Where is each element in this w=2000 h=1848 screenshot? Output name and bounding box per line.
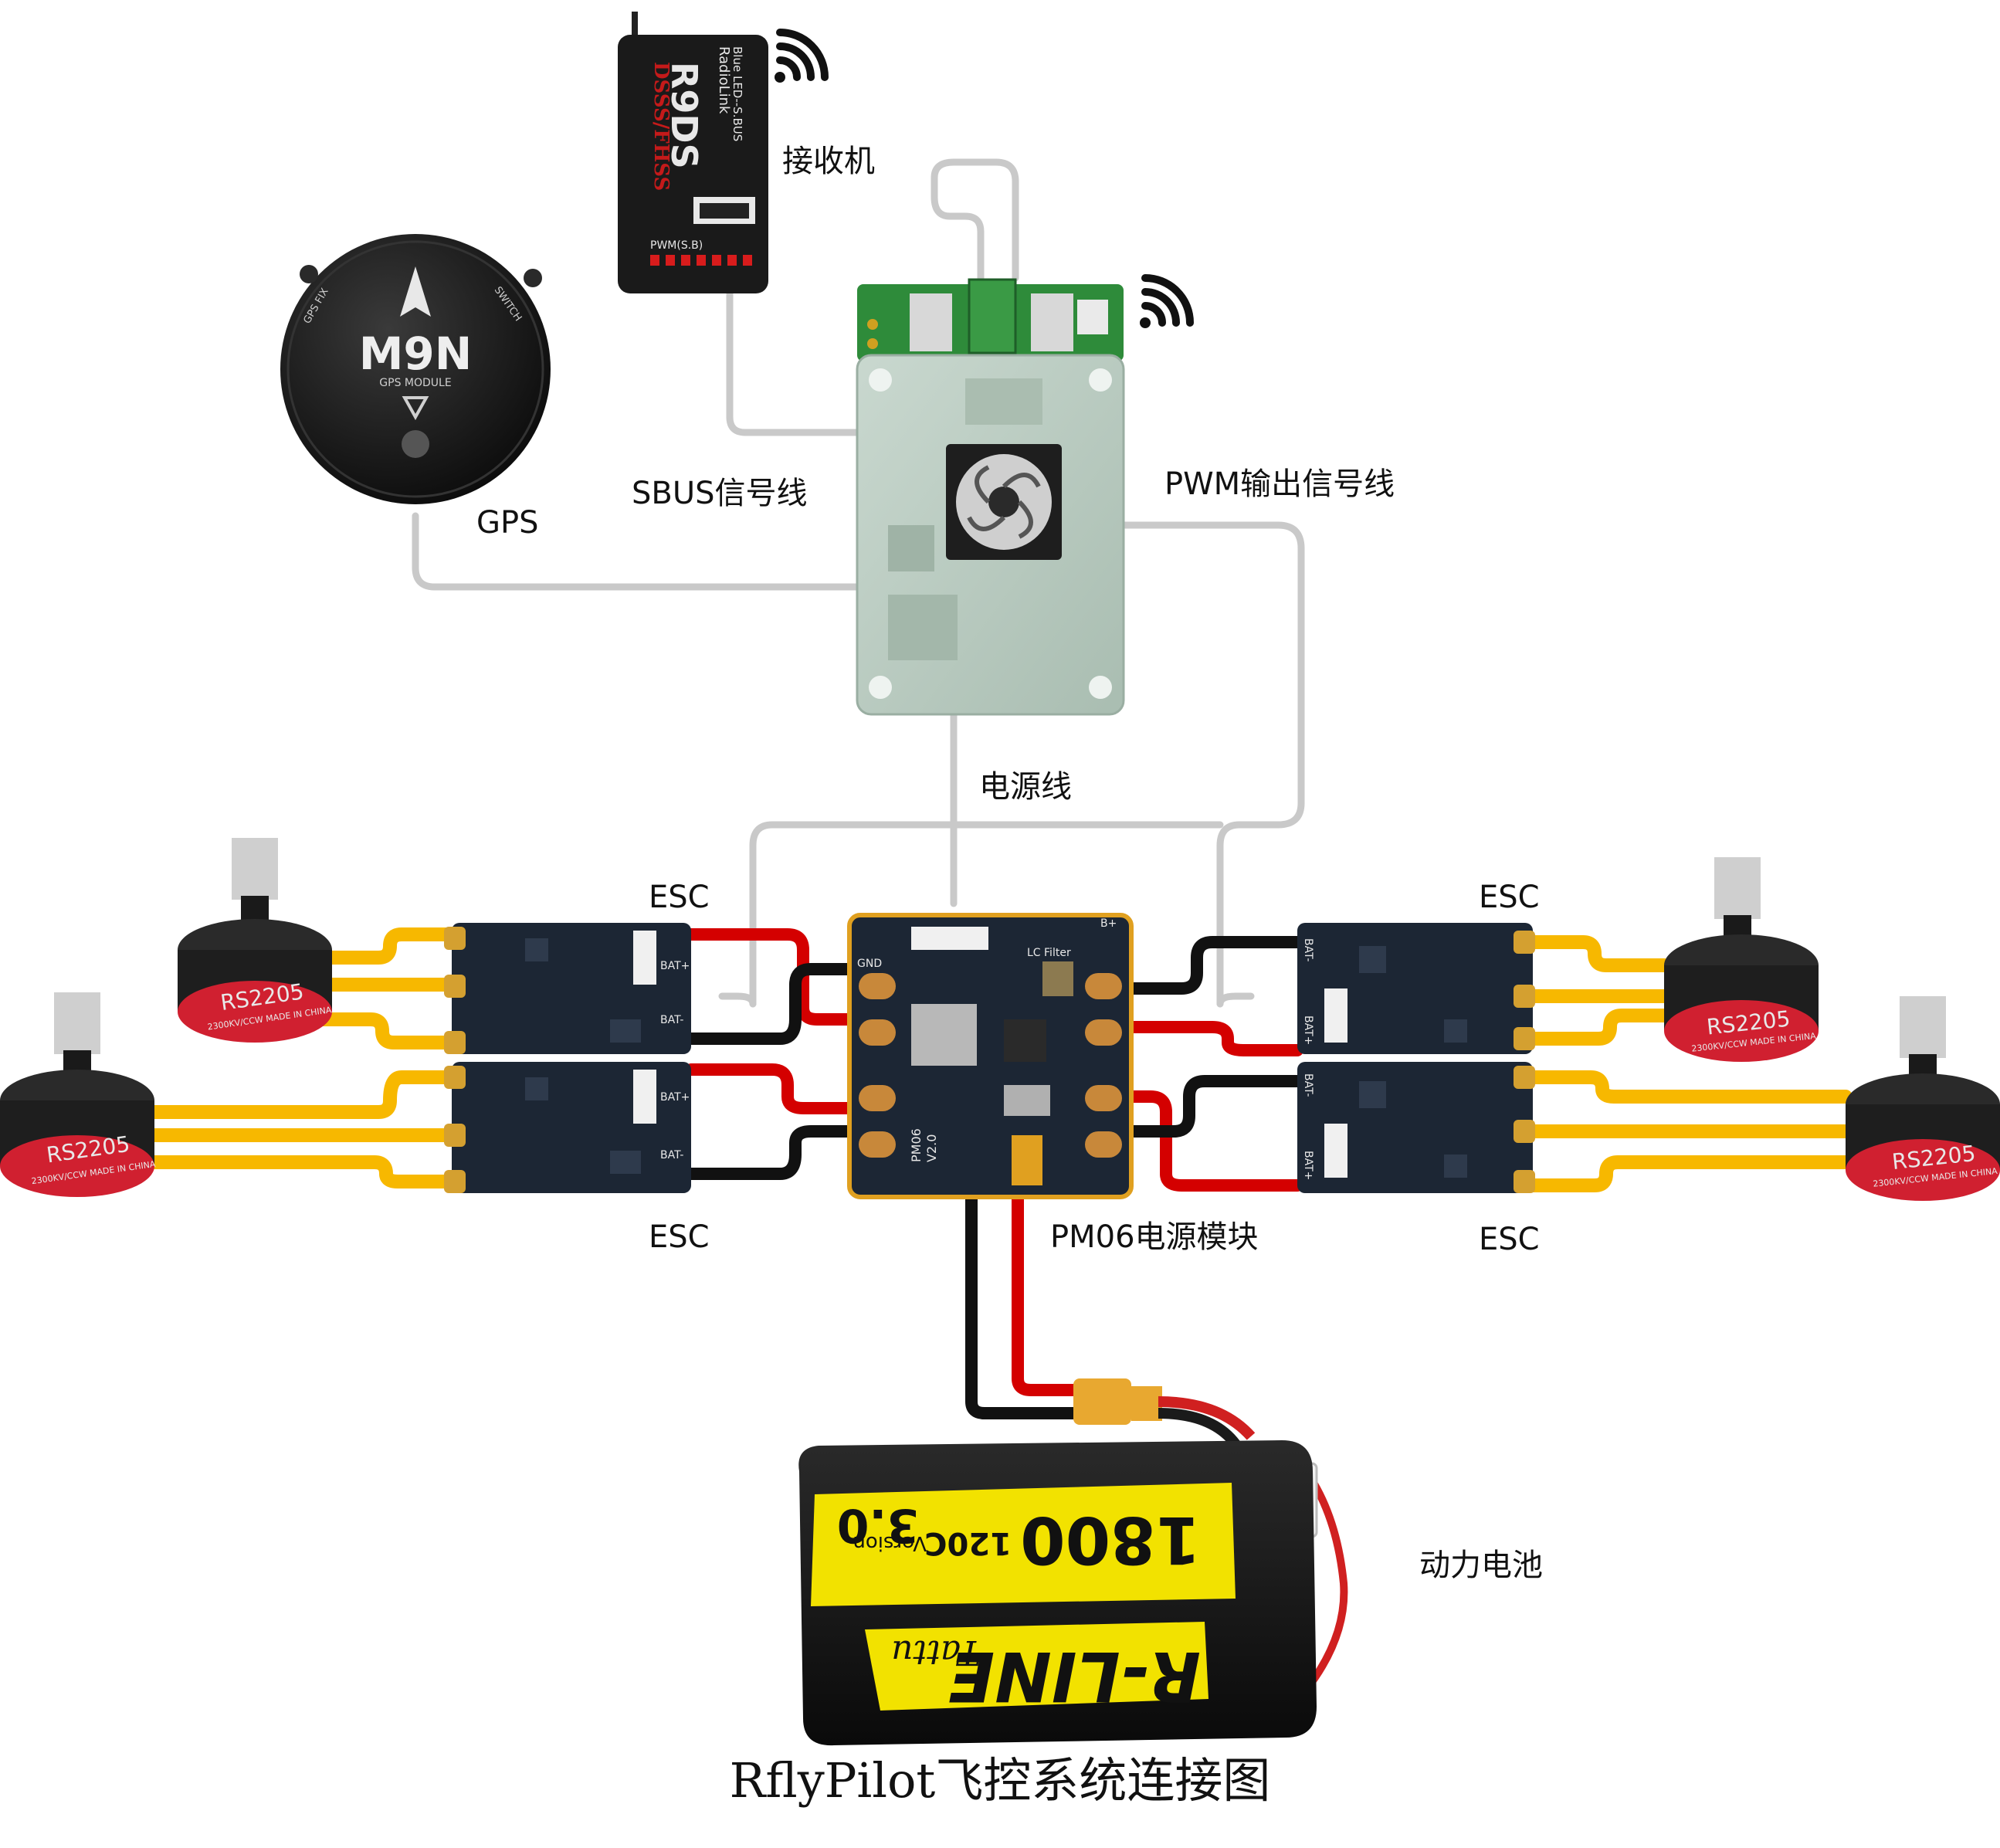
label-esc-bottom-right: ESC bbox=[1479, 1222, 1540, 1257]
esc-bottom-left: BAT+ BAT- bbox=[444, 1062, 691, 1193]
motor-bottom-right: RS2205 2300KV/CCW MADE IN CHINA bbox=[1846, 996, 2000, 1201]
esc-bat-plus: BAT+ bbox=[1302, 1016, 1314, 1045]
receiver-model: R9DS bbox=[663, 62, 705, 169]
pm06-name: PM06 bbox=[909, 1128, 924, 1162]
label-power-line: 电源线 bbox=[979, 769, 1072, 805]
label-receiver: 接收机 bbox=[782, 144, 875, 179]
motor-bottom-left: RS2205 2300KV/CCW MADE IN CHINA bbox=[0, 992, 157, 1197]
gps-wire bbox=[412, 512, 861, 591]
label-battery: 动力电池 bbox=[1419, 1548, 1543, 1583]
label-gps: GPS bbox=[476, 505, 539, 541]
motor-top-left: RS2205 2300KV/CCW MADE IN CHINA bbox=[178, 838, 333, 1043]
receiver-sub: Blue LED--S.BUS bbox=[731, 46, 744, 141]
receiver-r9ds: RadioLink R9DS Blue LED--S.BUS DSSS/FHSS… bbox=[618, 12, 768, 293]
pm06-version: V2.0 bbox=[924, 1134, 939, 1162]
esc-bat-minus: BAT- bbox=[1302, 938, 1314, 961]
label-esc-bottom-left: ESC bbox=[649, 1219, 710, 1255]
labels: 接收机 GPS SBUS信号线 PWM输出信号线 电源线 ESC ESC ESC… bbox=[476, 144, 1543, 1809]
diagram-title: RflyPilot飞控系统连接图 bbox=[730, 1752, 1271, 1809]
wifi-icon-flight-controller bbox=[1140, 274, 1194, 328]
label-esc-top-left: ESC bbox=[649, 880, 710, 915]
battery-version: 3.0 bbox=[837, 1498, 919, 1552]
power-battery: 1800 120C 3.0 Version R-LINE Tattu bbox=[798, 1378, 1348, 1746]
pm06-bplus-label: B+ bbox=[1100, 917, 1117, 930]
gps-sub: GPS MODULE bbox=[379, 377, 451, 389]
battery-version-label: Version bbox=[853, 1531, 927, 1555]
battery-brand: R-LINE bbox=[948, 1636, 1201, 1716]
label-pm06: PM06电源模块 bbox=[1050, 1219, 1259, 1255]
receiver-band: DSSS/FHSS bbox=[649, 62, 673, 191]
label-sbus: SBUS信号线 bbox=[632, 476, 808, 511]
esc-top-left: BAT+ BAT- bbox=[444, 923, 691, 1054]
label-esc-top-right: ESC bbox=[1479, 880, 1540, 915]
motor-wires bbox=[147, 927, 1853, 1192]
receiver-brand: RadioLink bbox=[716, 46, 732, 114]
battery-capacity: 1800 bbox=[1020, 1502, 1201, 1578]
flight-controller bbox=[856, 278, 1125, 716]
esc-bat-minus: BAT- bbox=[660, 1014, 683, 1026]
pm06-gnd-label: GND bbox=[857, 958, 882, 970]
antenna-loop bbox=[931, 158, 1019, 282]
esc-bat-plus: BAT+ bbox=[660, 960, 690, 972]
motor-top-right: RS2205 2300KV/CCW MADE IN CHINA bbox=[1664, 857, 1819, 1062]
pwm-wire bbox=[1120, 521, 1305, 1008]
pwm-wire-left bbox=[749, 821, 1224, 1008]
pm06-power-module: LC Filter PM06 V2.0 GND B+ bbox=[847, 913, 1134, 1199]
esc-bat-plus: BAT+ bbox=[660, 1091, 690, 1104]
power-wires bbox=[685, 928, 1303, 1419]
esc-bat-minus: BAT- bbox=[1302, 1073, 1314, 1097]
pm06-filter-label: LC Filter bbox=[1027, 947, 1071, 959]
esc-bat-plus: BAT+ bbox=[1302, 1151, 1314, 1180]
battery-maker: Tattu bbox=[891, 1633, 981, 1672]
gps-model: M9N bbox=[359, 327, 473, 380]
receiver-pwm: PWM(S.B) bbox=[650, 239, 703, 252]
signal-wires bbox=[412, 158, 1305, 1008]
wifi-icon-receiver bbox=[775, 29, 829, 83]
battery-rate: 120C bbox=[924, 1525, 1012, 1561]
esc-top-right: BAT- BAT+ bbox=[1297, 923, 1535, 1054]
esc-bat-minus: BAT- bbox=[660, 1149, 683, 1161]
esc-bottom-right: BAT- BAT+ bbox=[1297, 1062, 1535, 1193]
sbus-wire bbox=[726, 288, 861, 436]
label-pwm: PWM输出信号线 bbox=[1164, 466, 1395, 502]
gps-module: M9N GPS MODULE GPS FIX SWITCH bbox=[280, 234, 551, 504]
